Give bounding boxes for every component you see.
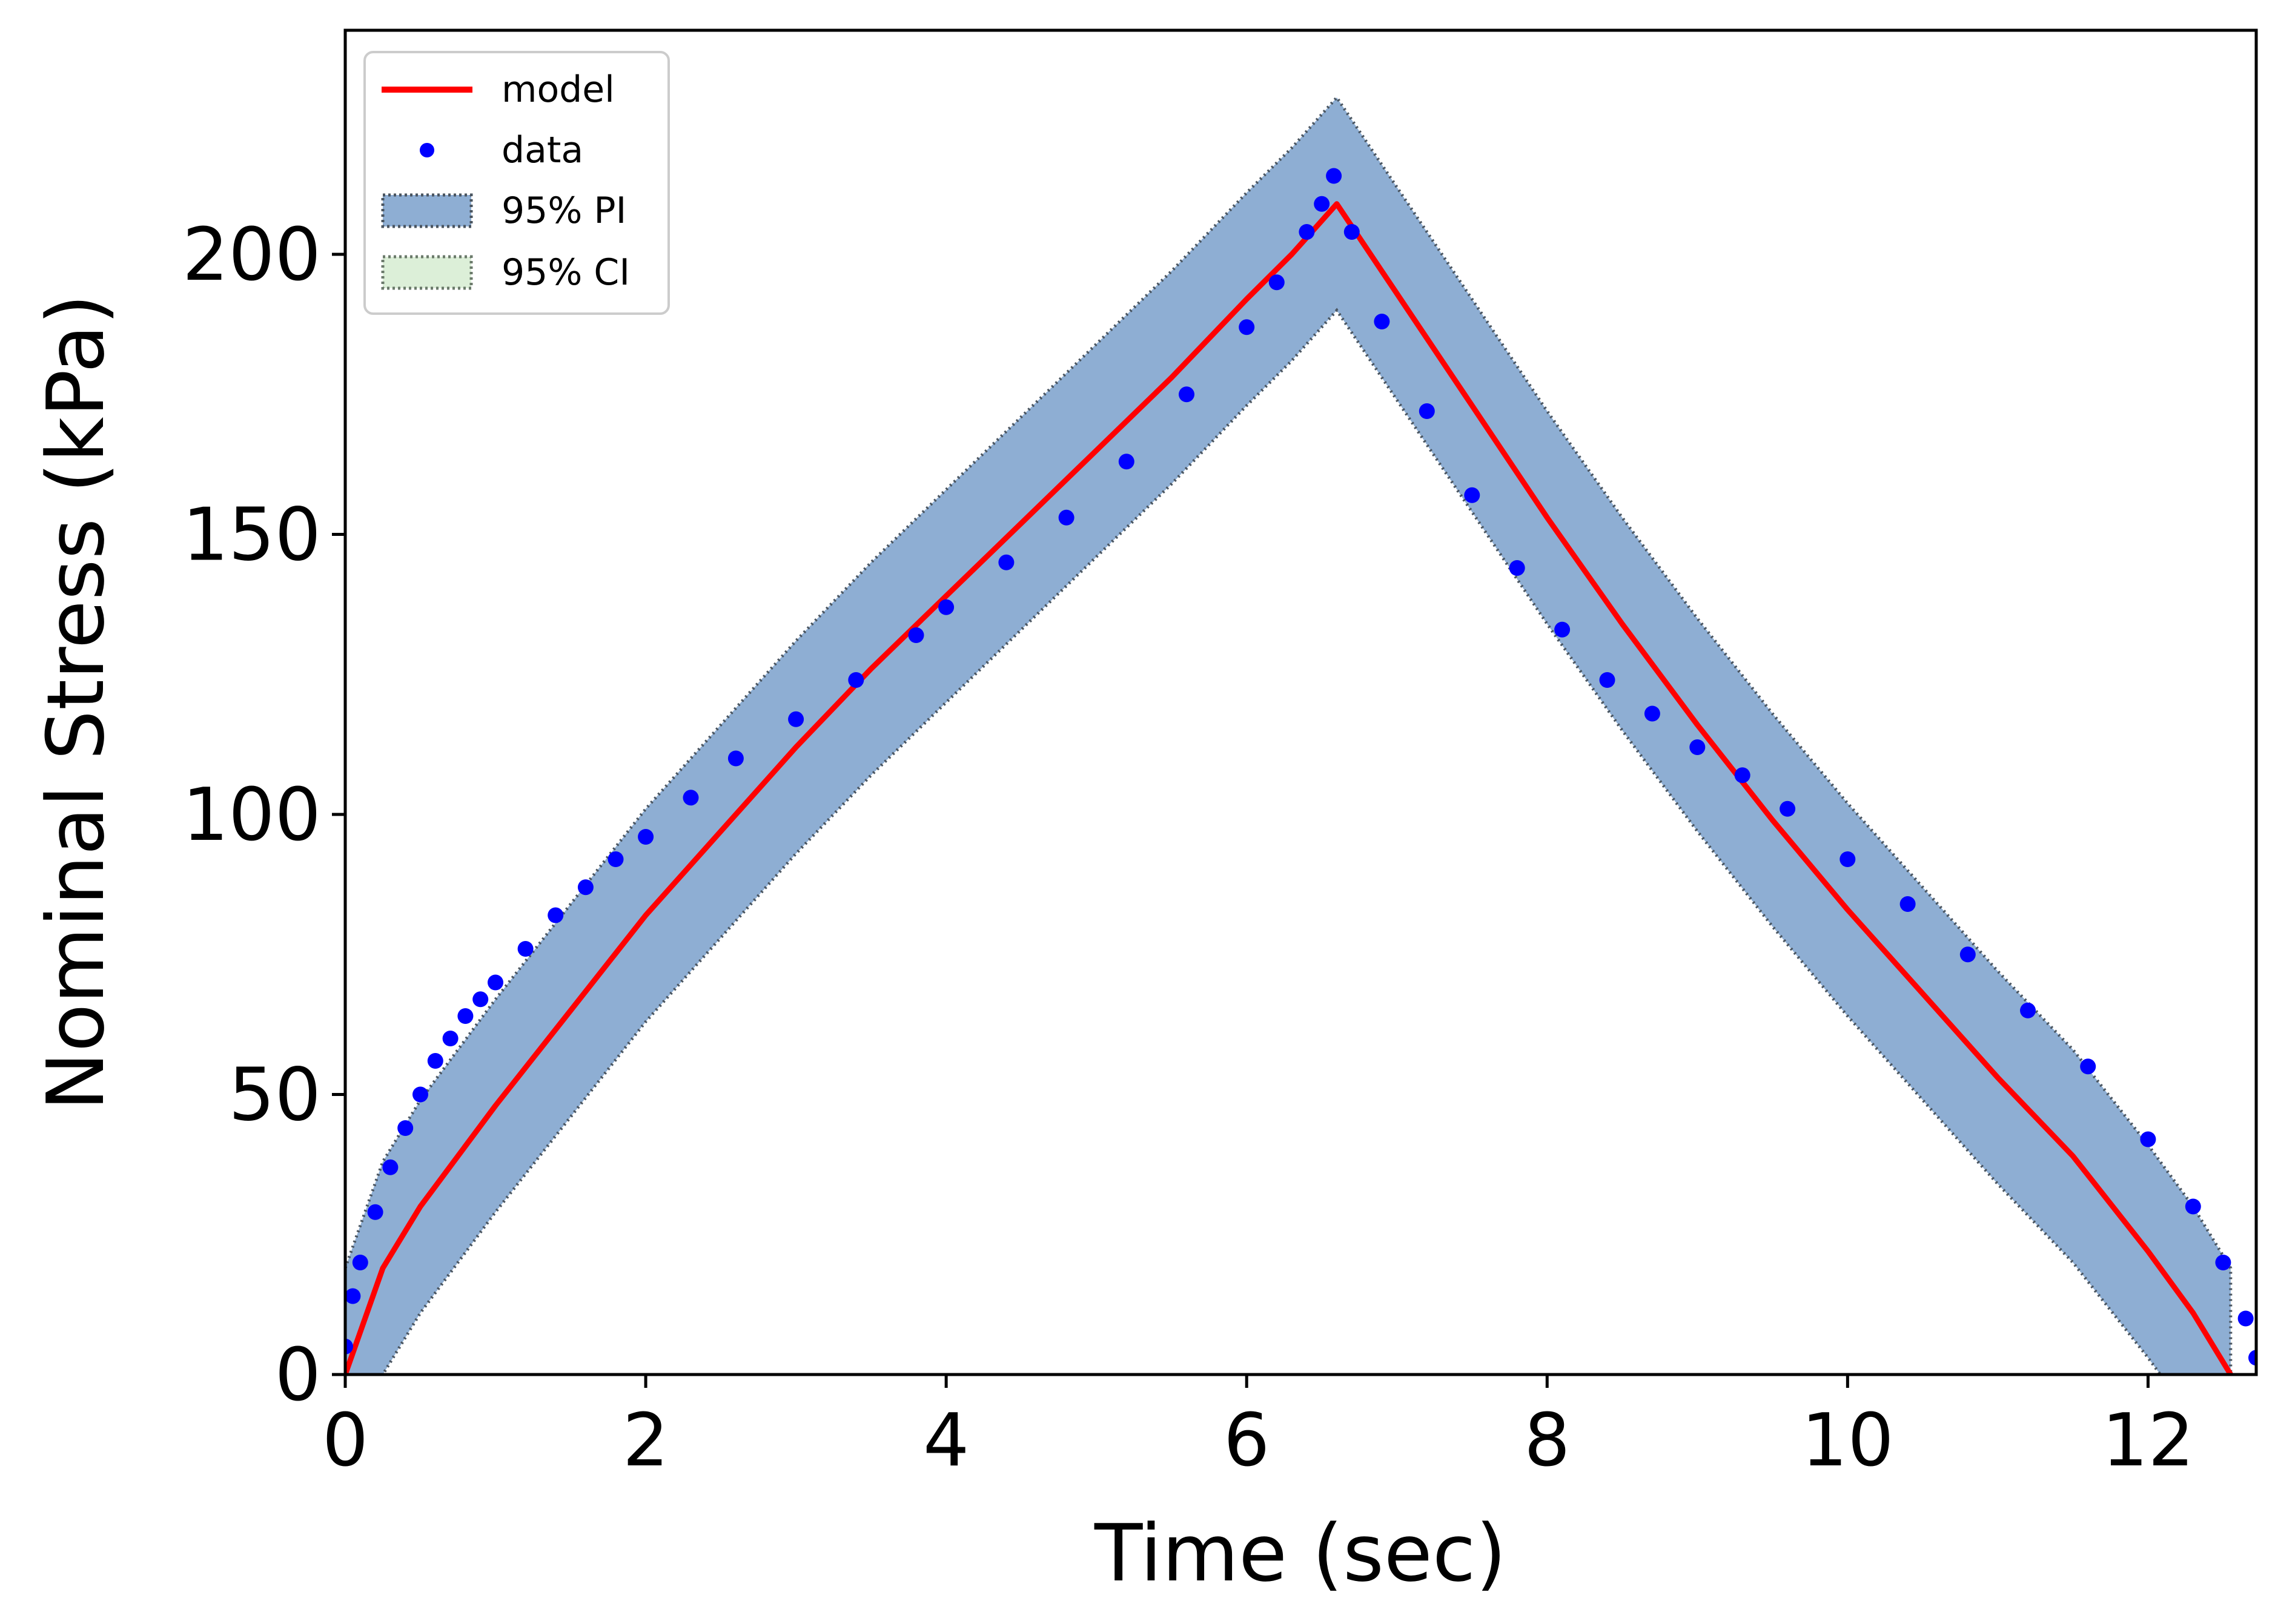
data-point xyxy=(1899,896,1916,912)
data-point xyxy=(577,879,594,896)
y-tick-label: 100 xyxy=(182,773,321,857)
data-point xyxy=(608,851,624,867)
data-point xyxy=(2215,1255,2231,1270)
data-point xyxy=(1599,672,1615,688)
data-point xyxy=(2237,1310,2254,1327)
legend-ci-label: 95% CI xyxy=(502,251,630,294)
data-point xyxy=(1419,403,1435,419)
data-point xyxy=(1239,319,1255,335)
data-point xyxy=(367,1204,383,1220)
legend-data-swatch xyxy=(420,143,434,157)
legend-pi-label: 95% PI xyxy=(502,190,626,232)
x-axis-ticks: 0 2 4 6 8 10 12 xyxy=(322,1375,2194,1483)
data-point xyxy=(848,672,864,688)
legend: model data 95% PI 95% CI xyxy=(363,51,670,315)
x-tick-label: 6 xyxy=(1224,1399,1270,1483)
legend-data-label: data xyxy=(502,129,583,171)
data-point xyxy=(938,599,955,615)
data-point xyxy=(382,1159,399,1175)
plot-area xyxy=(345,94,2256,1375)
data-point xyxy=(412,1086,428,1103)
y-axis-ticks: 0 50 100 150 200 xyxy=(182,213,345,1418)
data-point xyxy=(1268,274,1285,291)
data-point xyxy=(488,974,503,991)
data-point xyxy=(727,750,744,767)
x-axis-title: Time (sec) xyxy=(1094,1507,1506,1599)
data-point xyxy=(1644,705,1660,722)
data-point xyxy=(1343,224,1360,240)
data-point xyxy=(908,627,924,643)
data-point xyxy=(2248,1350,2256,1366)
data-point xyxy=(788,711,804,727)
data-point xyxy=(1464,487,1480,503)
data-point xyxy=(1314,196,1330,212)
data-point xyxy=(1299,224,1315,240)
data-point xyxy=(1058,509,1075,526)
data-point xyxy=(427,1053,443,1069)
y-tick-label: 150 xyxy=(182,493,321,578)
data-point xyxy=(472,991,489,1008)
data-point xyxy=(2080,1058,2096,1075)
data-point xyxy=(1326,168,1342,184)
data-point xyxy=(548,907,564,923)
data-point xyxy=(345,1288,361,1304)
legend-model-label: model xyxy=(502,68,615,111)
data-point xyxy=(998,554,1015,570)
data-point xyxy=(1840,851,1856,867)
data-point xyxy=(457,1008,474,1024)
x-tick-label: 10 xyxy=(1801,1399,1894,1483)
data-point xyxy=(1374,314,1390,329)
x-tick-label: 8 xyxy=(1524,1399,1570,1483)
data-point xyxy=(1734,767,1750,784)
data-point xyxy=(683,790,699,806)
data-point xyxy=(352,1255,368,1270)
data-point xyxy=(2140,1131,2156,1147)
data-point xyxy=(442,1031,459,1046)
plot-frame xyxy=(343,28,2258,1376)
data-point xyxy=(1780,800,1796,817)
data-point xyxy=(345,1338,353,1355)
data-points xyxy=(345,168,2256,1366)
legend-frame xyxy=(363,51,670,315)
data-point xyxy=(1509,560,1525,576)
data-point xyxy=(2020,1002,2036,1018)
model-line xyxy=(345,201,2233,1375)
data-point xyxy=(2185,1198,2201,1215)
y-tick-label: 50 xyxy=(228,1054,321,1138)
data-point xyxy=(397,1120,414,1136)
data-point xyxy=(1554,621,1571,638)
x-tick-label: 12 xyxy=(2102,1399,2194,1483)
y-axis-title: Nominal Stress (kPa) xyxy=(30,294,122,1111)
y-tick-label: 0 xyxy=(275,1333,321,1418)
data-point xyxy=(517,941,534,957)
x-tick-label: 4 xyxy=(923,1399,969,1483)
x-tick-label: 2 xyxy=(623,1399,669,1483)
legend-pi-swatch xyxy=(381,193,473,228)
data-point xyxy=(638,829,654,845)
data-point xyxy=(1179,386,1194,403)
prediction-interval-band xyxy=(345,94,2233,1375)
x-tick-label: 0 xyxy=(322,1399,368,1483)
data-point xyxy=(1118,454,1134,470)
data-point xyxy=(1689,739,1706,755)
legend-ci-swatch xyxy=(381,255,473,290)
data-point xyxy=(1959,946,1976,963)
y-tick-label: 200 xyxy=(182,213,321,297)
